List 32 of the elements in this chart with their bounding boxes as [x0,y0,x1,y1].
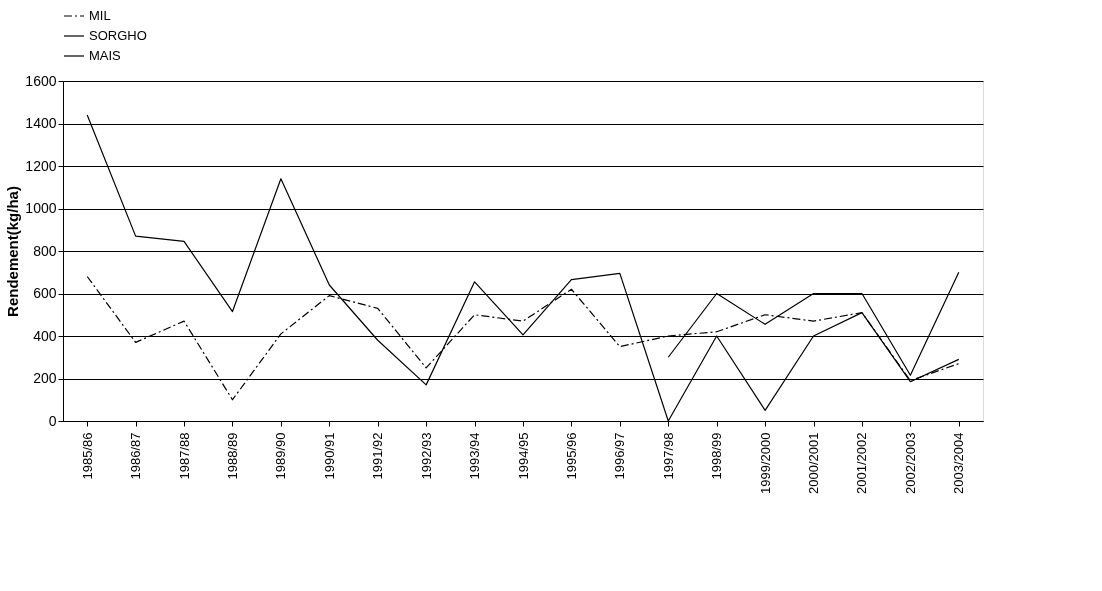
legend-label: SORGHO [89,28,147,43]
y-tick-label: 1600 [25,72,57,89]
x-tick-label: 2001/2002 [854,432,870,494]
legend-label: MAIS [89,48,122,63]
x-tick-label: 1999/2000 [757,432,773,494]
x-tick-label: 1993/94 [467,432,483,480]
y-tick-label: 1000 [25,200,57,216]
y-tick-label: 200 [33,370,57,386]
y-tick-label: 1200 [25,157,57,174]
y-tick-label: 800 [33,242,57,259]
y-tick-label: 600 [33,285,57,301]
x-tick-label: 1995/96 [563,432,579,480]
legend-label: MIL [89,8,111,23]
x-tick-label: 1990/91 [321,432,337,480]
x-tick-label: 1992/93 [418,432,434,480]
x-tick-label: 2002/2003 [902,432,918,494]
x-tick-label: 2000/2001 [806,432,822,494]
x-tick-label: 1988/89 [224,432,240,480]
x-tick-label: 1994/95 [515,432,531,480]
x-tick-label: 1991/92 [370,432,386,480]
x-tick-label: 2003/2004 [951,432,967,494]
x-tick-label: 1998/99 [709,432,725,480]
x-tick-label: 1997/98 [660,432,676,480]
x-tick-label: 1989/90 [273,432,289,480]
x-tick-label: 1986/87 [128,432,144,480]
x-tick-label: 1996/97 [612,432,628,480]
y-tick-label: 0 [48,412,57,429]
y-tick-label: 1400 [25,115,57,131]
y-axis-title: Rendement(kg/ha) [4,186,22,317]
x-tick-label: 1985/86 [79,432,95,480]
x-tick-label: 1987/88 [176,432,192,480]
y-tick-label: 400 [33,327,57,344]
